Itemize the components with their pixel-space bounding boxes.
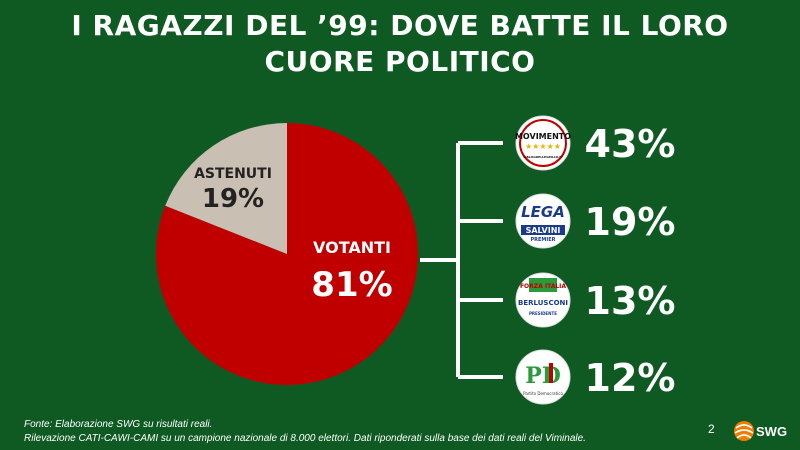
pie-value-astenuti: 19% (202, 184, 264, 214)
bracket-connector (420, 141, 503, 379)
logo-text: ★★★★★ (525, 142, 561, 151)
pie-value-votanti: 81% (311, 265, 392, 305)
pie-label-astenuti: ASTENUTI (194, 166, 272, 182)
pie-chart: VOTANTI 81% ASTENUTI 19% (155, 123, 418, 385)
footer-source: Fonte: Elaborazione SWG su risultati rea… (24, 418, 586, 446)
m5s-logo-icon: MOVIMENTO★★★★★ ILBLOGDELLEGRILLO.IT (515, 115, 571, 171)
logo-text: PREMIER (530, 237, 555, 243)
logo-text: PRESIDENTE (529, 311, 557, 316)
forza-italia-logo-icon: FORZA ITALIA BERLUSCONI PRESIDENTE (515, 272, 571, 328)
pd-logo-icon: PD Partito Democratico (515, 349, 571, 405)
page-number: 2 (708, 422, 715, 436)
logo-text: Partito Democratico (523, 391, 563, 396)
party-value: 13% (585, 279, 676, 323)
logo-text: FORZA ITALIA (520, 283, 566, 290)
lega-logo-icon: LEGA SALVINI PREMIER (515, 193, 571, 249)
logo-text: BERLUSCONI (518, 299, 568, 307)
logo-text: SALVINI (526, 226, 561, 235)
footer-note-line: Rilevazione CATI-CAWI-CAMI su un campion… (24, 433, 586, 444)
footer-source-line: Fonte: Elaborazione SWG su risultati rea… (24, 419, 213, 430)
brand-name: SWG (756, 424, 788, 439)
logo-text: LEGA (521, 203, 565, 221)
logo-text: PD (525, 363, 561, 389)
logo-text: ILBLOGDELLEGRILLO.IT (524, 155, 564, 159)
pie-label-votanti: VOTANTI (313, 238, 391, 257)
title-line-2: CUORE POLITICO (264, 45, 536, 78)
page-title: I RAGAZZI DEL ’99: DOVE BATTE IL LORO CU… (0, 8, 800, 80)
logo-text: MOVIMENTO (515, 132, 571, 141)
party-value: 43% (585, 122, 676, 166)
pie-slice-astenuti (165, 123, 287, 254)
party-value: 19% (585, 200, 676, 244)
party-value: 12% (585, 356, 676, 400)
party-results: MOVIMENTO★★★★★ ILBLOGDELLEGRILLO.IT 43% LEG… (515, 115, 676, 405)
swg-logo-icon (734, 421, 754, 441)
title-line-1: I RAGAZZI DEL ’99: DOVE BATTE IL LORO (71, 9, 729, 42)
